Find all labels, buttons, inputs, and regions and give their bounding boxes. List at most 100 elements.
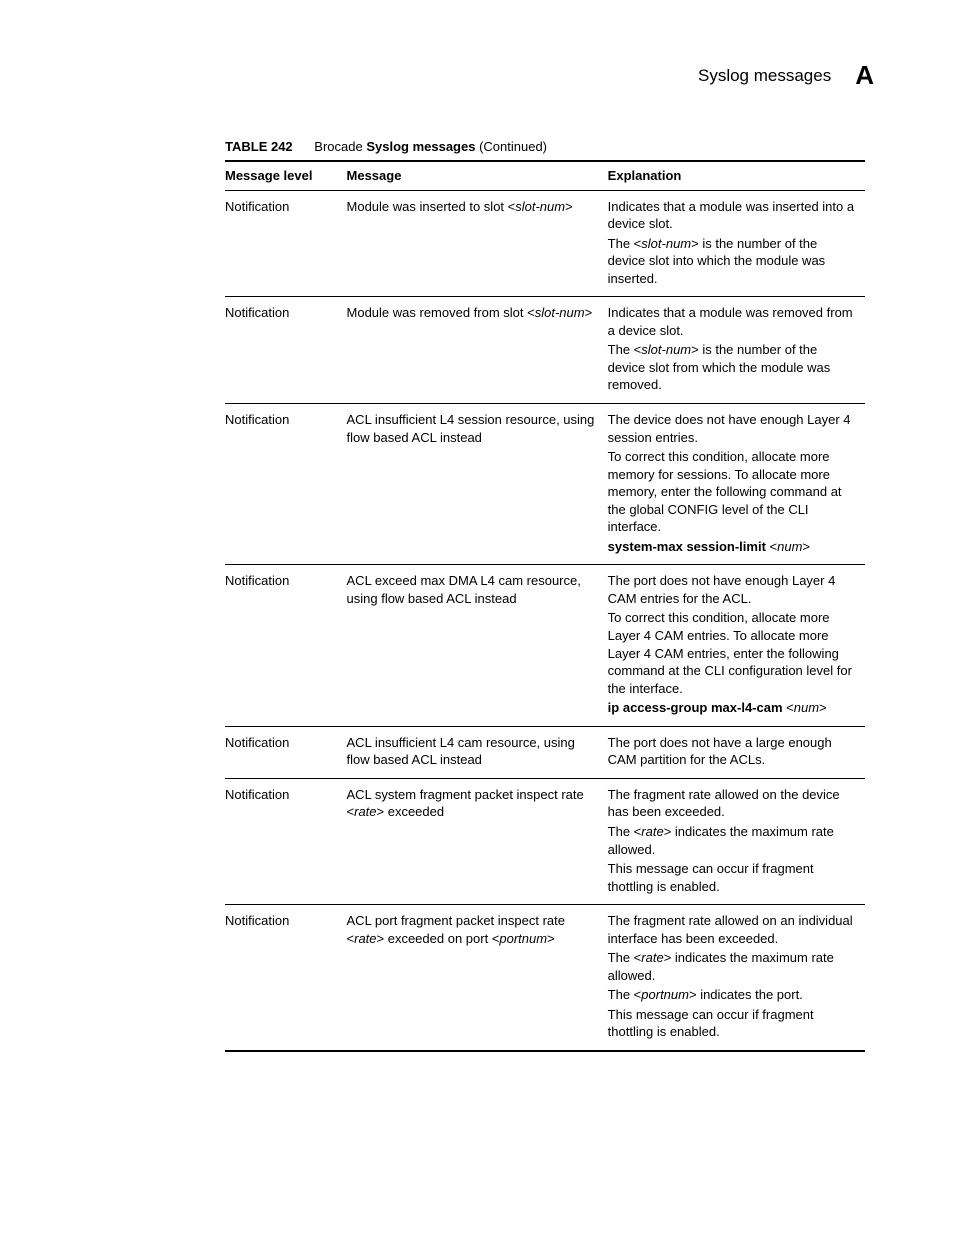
table-row: NotificationACL port fragment packet ins… [225, 905, 865, 1051]
table-body: NotificationModule was inserted to slot … [225, 190, 865, 1051]
header-appendix-letter: A [855, 60, 874, 91]
text-run: ACL insufficient L4 cam resource, using … [347, 735, 575, 768]
explanation-paragraph: The <slot-num> is the number of the devi… [608, 235, 855, 288]
text-run: Module was removed from slot < [347, 305, 535, 320]
text-run: slot-num [641, 342, 691, 357]
text-run: slot-num [515, 199, 565, 214]
col-header-explanation: Explanation [608, 161, 865, 190]
cell-level: Notification [225, 404, 347, 565]
text-run: > exceeded [377, 804, 445, 819]
text-run: slot-num [641, 236, 691, 251]
text-run: num [794, 700, 819, 715]
cell-level: Notification [225, 190, 347, 297]
text-run: The port does not have enough Layer 4 CA… [608, 573, 836, 606]
col-header-level: Message level [225, 161, 347, 190]
text-run: The port does not have a large enough CA… [608, 735, 832, 768]
text-run: < [770, 539, 778, 554]
table-row: NotificationModule was removed from slot… [225, 297, 865, 404]
cell-explanation: The port does not have a large enough CA… [608, 726, 865, 778]
explanation-paragraph: The <slot-num> is the number of the devi… [608, 341, 855, 394]
cell-message: ACL insufficient L4 cam resource, using … [347, 726, 608, 778]
cell-message: Module was inserted to slot <slot-num> [347, 190, 608, 297]
explanation-paragraph: To correct this condition, allocate more… [608, 609, 855, 697]
explanation-paragraph: The <rate> indicates the maximum rate al… [608, 949, 855, 984]
cell-level: Notification [225, 726, 347, 778]
text-run: This message can occur if fragment thott… [608, 1007, 814, 1040]
text-run: Module was inserted to slot < [347, 199, 516, 214]
text-run: rate [641, 824, 663, 839]
table-number: TABLE 242 [225, 139, 293, 154]
explanation-paragraph: The device does not have enough Layer 4 … [608, 411, 855, 446]
cell-message: ACL exceed max DMA L4 cam resource, usin… [347, 565, 608, 726]
text-run: Indicates that a module was inserted int… [608, 199, 854, 232]
text-run: ACL exceed max DMA L4 cam resource, usin… [347, 573, 581, 606]
explanation-paragraph: To correct this condition, allocate more… [608, 448, 855, 536]
text-run: The fragment rate allowed on an individu… [608, 913, 853, 946]
cell-explanation: Indicates that a module was inserted int… [608, 190, 865, 297]
cell-level: Notification [225, 905, 347, 1051]
text-run: The < [608, 950, 642, 965]
text-run: rate [641, 950, 663, 965]
cell-level: Notification [225, 565, 347, 726]
text-run: > [819, 700, 827, 715]
cell-level: Notification [225, 778, 347, 904]
cell-explanation: The fragment rate allowed on an individu… [608, 905, 865, 1051]
text-run: The fragment rate allowed on the device … [608, 787, 840, 820]
explanation-paragraph: This message can occur if fragment thott… [608, 860, 855, 895]
table-row: NotificationACL insufficient L4 session … [225, 404, 865, 565]
cell-message: ACL insufficient L4 session resource, us… [347, 404, 608, 565]
text-run: The < [608, 342, 642, 357]
header-title: Syslog messages [698, 66, 831, 86]
explanation-paragraph: ip access-group max-l4-cam <num> [608, 699, 855, 717]
text-run: > exceeded on port < [377, 931, 500, 946]
explanation-paragraph: Indicates that a module was inserted int… [608, 198, 855, 233]
text-run: To correct this condition, allocate more… [608, 449, 842, 534]
explanation-paragraph: The <portnum> indicates the port. [608, 986, 855, 1004]
text-run: portnum [641, 987, 689, 1002]
explanation-paragraph: The fragment rate allowed on an individu… [608, 912, 855, 947]
table-row: NotificationACL exceed max DMA L4 cam re… [225, 565, 865, 726]
text-run: ip access-group max-l4-cam [608, 700, 786, 715]
explanation-paragraph: Indicates that a module was removed from… [608, 304, 855, 339]
text-run: slot-num [535, 305, 585, 320]
text-run: Indicates that a module was removed from… [608, 305, 853, 338]
table-row: NotificationACL system fragment packet i… [225, 778, 865, 904]
page-header: Syslog messages A [70, 60, 884, 91]
table-header-row: Message level Message Explanation [225, 161, 865, 190]
cell-explanation: Indicates that a module was removed from… [608, 297, 865, 404]
text-run: The < [608, 824, 642, 839]
cell-explanation: The device does not have enough Layer 4 … [608, 404, 865, 565]
text-run: > [802, 539, 810, 554]
text-run: num [777, 539, 802, 554]
text-run: The < [608, 236, 642, 251]
text-run: The < [608, 987, 642, 1002]
table-row: NotificationModule was inserted to slot … [225, 190, 865, 297]
table-row: NotificationACL insufficient L4 cam reso… [225, 726, 865, 778]
table-title-bold: Syslog messages [366, 139, 475, 154]
text-run: The device does not have enough Layer 4 … [608, 412, 851, 445]
cell-explanation: The port does not have enough Layer 4 CA… [608, 565, 865, 726]
explanation-paragraph: The <rate> indicates the maximum rate al… [608, 823, 855, 858]
text-run: rate [354, 804, 376, 819]
table-title-suffix: (Continued) [475, 139, 547, 154]
text-run: This message can occur if fragment thott… [608, 861, 814, 894]
cell-message: Module was removed from slot <slot-num> [347, 297, 608, 404]
text-run: > [565, 199, 573, 214]
text-run: portnum [499, 931, 547, 946]
cell-level: Notification [225, 297, 347, 404]
table-caption: TABLE 242 Brocade Syslog messages (Conti… [225, 139, 884, 154]
explanation-paragraph: The port does not have a large enough CA… [608, 734, 855, 769]
table-title-prefix: Brocade [314, 139, 366, 154]
cell-explanation: The fragment rate allowed on the device … [608, 778, 865, 904]
text-run: system-max session-limit [608, 539, 770, 554]
page-container: Syslog messages A TABLE 242 Brocade Sysl… [0, 0, 954, 1112]
text-run: To correct this condition, allocate more… [608, 610, 852, 695]
text-run: rate [354, 931, 376, 946]
text-run: < [786, 700, 794, 715]
text-run: > [547, 931, 555, 946]
explanation-paragraph: system-max session-limit <num> [608, 538, 855, 556]
text-run: ACL insufficient L4 session resource, us… [347, 412, 595, 445]
syslog-table: Message level Message Explanation Notifi… [225, 160, 865, 1052]
explanation-paragraph: The port does not have enough Layer 4 CA… [608, 572, 855, 607]
text-run: > indicates the port. [689, 987, 803, 1002]
